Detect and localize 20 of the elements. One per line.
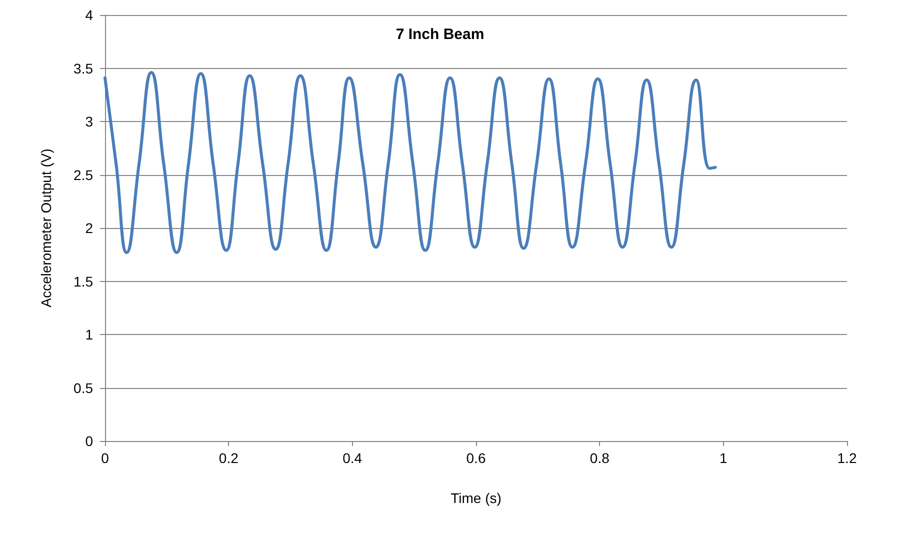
y-tick-label: 2 — [85, 220, 94, 236]
x-tick-label: 0.6 — [466, 450, 486, 466]
y-tick-label: 0.5 — [74, 380, 94, 396]
y-tick-label: 1.5 — [74, 273, 94, 290]
y-tick-label: 4 — [85, 7, 94, 23]
line-series — [104, 71, 717, 254]
x-tick-label: 0.4 — [342, 450, 362, 466]
y-tick-label: 0 — [85, 433, 94, 449]
x-tick-label: 0.2 — [218, 450, 239, 466]
y-tick-label: 2.5 — [74, 166, 94, 183]
x-tick-label: 1.2 — [837, 450, 857, 466]
x-tick-label: 0 — [101, 450, 110, 466]
x-tick-label: 1 — [719, 450, 728, 466]
y-tick-label: 3.5 — [74, 60, 94, 76]
y-tick-label: 3 — [85, 114, 94, 130]
x-axis-title: Time (s) — [450, 490, 502, 506]
text: 7 Inch Beam — [396, 26, 484, 43]
y-tick-label: 1 — [85, 326, 94, 342]
y-axis-title: Accelerometer Output (V) — [38, 148, 54, 308]
x-tick-label: 0.8 — [590, 450, 610, 466]
